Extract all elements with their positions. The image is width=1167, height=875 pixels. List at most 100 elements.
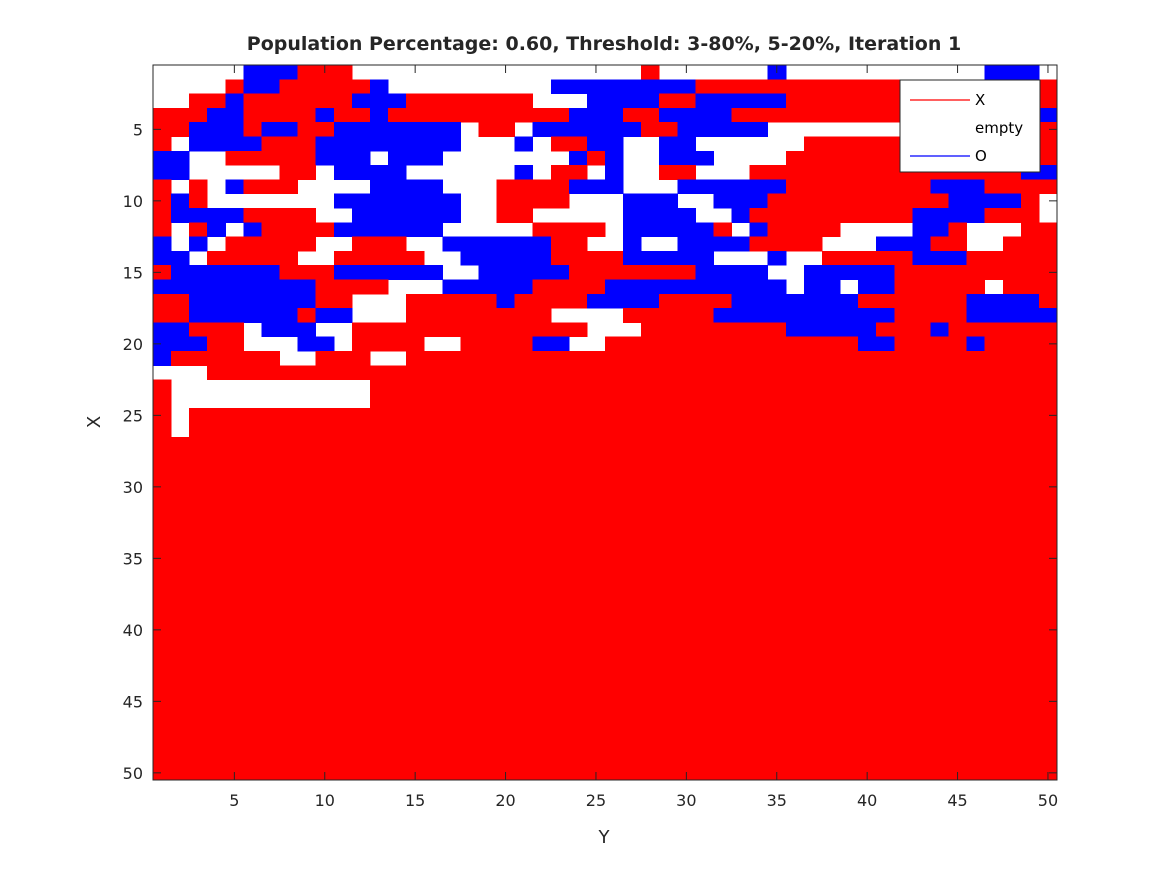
cell-run [605, 279, 787, 295]
cell-run [333, 107, 371, 123]
cell-run [912, 208, 986, 223]
cell-run [153, 579, 1058, 595]
cell-run [623, 236, 642, 252]
cell-run [153, 265, 172, 280]
cell-run [189, 236, 208, 252]
cell-run [153, 765, 1058, 781]
cell-run [731, 293, 859, 309]
cell-run [333, 165, 407, 180]
cell-run [984, 65, 1040, 80]
cell-run [225, 93, 244, 109]
cell-run [153, 393, 172, 409]
cell-run [803, 265, 895, 280]
cell-run [189, 136, 262, 152]
cell-run [369, 393, 1058, 409]
cell-run [876, 236, 931, 252]
cell-run [315, 279, 389, 295]
cell-run [369, 379, 1058, 395]
cell-run [550, 236, 588, 252]
cell-run [153, 451, 1058, 466]
cell-run [713, 222, 733, 238]
x-tick-label: 5 [229, 791, 239, 810]
cell-run [550, 250, 624, 266]
cell-run [153, 379, 172, 395]
y-tick-label: 45 [123, 692, 143, 711]
cell-run [586, 93, 660, 109]
cell-run [369, 179, 443, 195]
cell-run [243, 79, 281, 95]
cell-run [659, 293, 733, 309]
cell-run [803, 279, 841, 295]
cell-run [912, 222, 950, 238]
cell-run [442, 236, 552, 252]
cell-run [930, 179, 986, 195]
cell-run [153, 208, 172, 223]
cell-run [695, 265, 769, 280]
cell-run [749, 208, 913, 223]
cell-run [586, 150, 606, 166]
cell-run [297, 122, 335, 137]
cell-run [153, 622, 1058, 638]
cell-run [225, 236, 317, 252]
cell-run [153, 436, 1058, 452]
cell-run [225, 79, 244, 95]
cell-run [153, 751, 1058, 767]
cell-run [388, 150, 443, 166]
cell-run [153, 708, 1058, 724]
cell-run [153, 551, 1058, 566]
cell-run [496, 193, 570, 209]
x-tick-label: 20 [495, 791, 515, 810]
cell-run [261, 136, 317, 152]
cell-run [153, 608, 1058, 624]
cell-run [713, 193, 769, 209]
cell-run [153, 679, 1058, 695]
cell-run [153, 293, 190, 309]
cell-run [207, 222, 226, 238]
cell-run [153, 193, 172, 209]
cell-run [315, 308, 353, 323]
cell-run [189, 308, 299, 323]
cell-run [189, 193, 208, 209]
cell-run [749, 222, 769, 238]
cell-run [677, 179, 787, 195]
cell-run [641, 65, 660, 80]
cell-run [351, 208, 461, 223]
cell-run [659, 136, 696, 152]
cell-run [984, 179, 1058, 195]
x-axis-ticks: 5 10 15 20 25 30 35 40 45 50 [229, 65, 1058, 810]
cell-run [406, 93, 534, 109]
cell-run [623, 208, 696, 223]
cell-run [153, 322, 190, 338]
cell-run [406, 351, 1058, 366]
cell-run [189, 293, 317, 309]
cell-run [171, 208, 244, 223]
cell-run [623, 107, 660, 123]
cell-run [297, 308, 317, 323]
cell-run [243, 107, 317, 123]
cell-run [153, 722, 1058, 738]
cell-run [351, 236, 407, 252]
cell-run [406, 308, 552, 323]
cell-run [948, 193, 1022, 209]
y-tick-label: 30 [123, 478, 143, 497]
cell-run [171, 265, 281, 280]
cell-run [659, 107, 733, 123]
cell-run [243, 93, 353, 109]
cell-run [605, 336, 859, 352]
y-tick-label: 10 [123, 192, 143, 211]
cell-run [894, 265, 1058, 280]
cell-run [514, 165, 534, 180]
cell-run [153, 637, 1058, 652]
cell-run [207, 365, 1058, 381]
cell-run [659, 93, 696, 109]
cell-run [984, 208, 1040, 223]
cell-run [225, 179, 244, 195]
cell-run [514, 136, 534, 152]
cell-run [785, 179, 931, 195]
cell-run [659, 150, 714, 166]
cell-run [623, 250, 714, 266]
chart-title: Population Percentage: 0.60, Threshold: … [247, 33, 961, 55]
x-tick-label: 45 [947, 791, 967, 810]
cell-run [153, 694, 1058, 709]
